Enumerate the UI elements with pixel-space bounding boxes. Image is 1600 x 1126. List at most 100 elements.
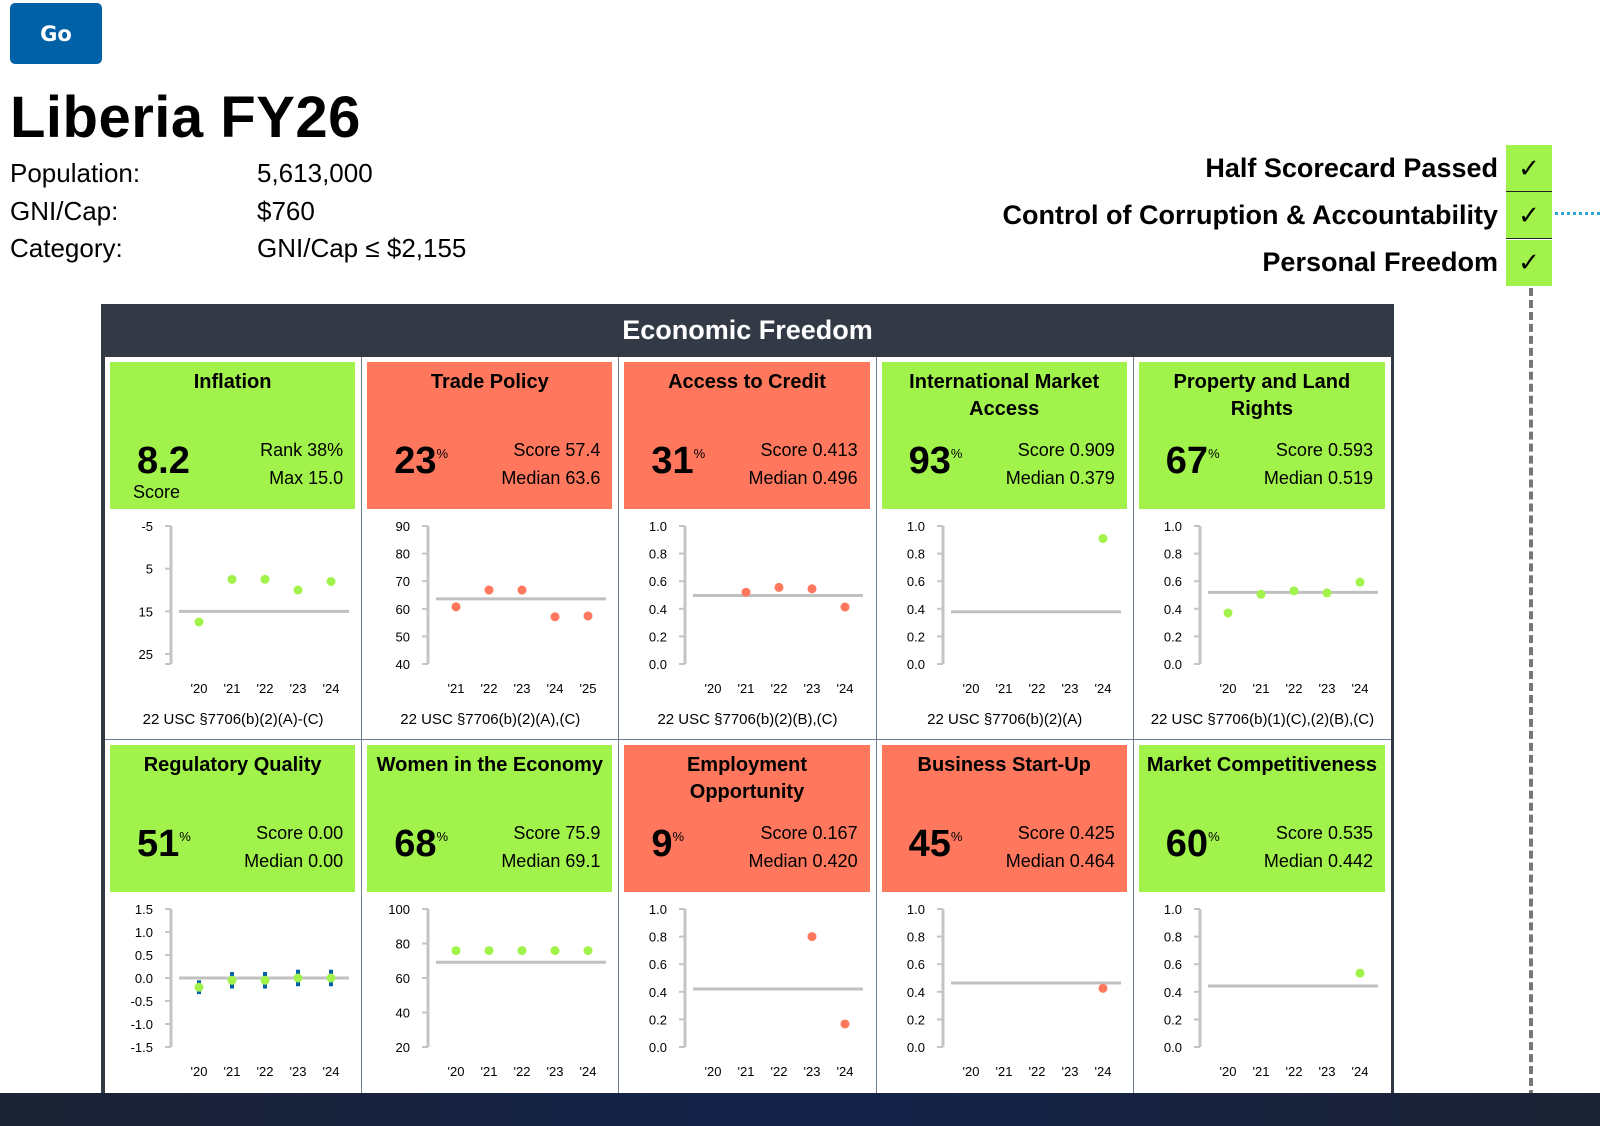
y-tick-label: -1.0 xyxy=(131,1017,153,1032)
y-tick-label: 0.4 xyxy=(1164,602,1182,617)
indicator-title: International Market Access xyxy=(909,371,1100,420)
indicator-median: Median 0.420 xyxy=(748,851,858,871)
indicator-title: Market Competitiveness xyxy=(1146,754,1377,776)
indicator-median: Max 15.0 xyxy=(269,468,344,488)
y-tick-label: 0.8 xyxy=(649,930,667,945)
y-tick-label: 0.8 xyxy=(1164,930,1182,945)
y-tick-label: 1.0 xyxy=(1164,519,1182,534)
x-tick-label: '20 xyxy=(962,1064,979,1079)
taskbar xyxy=(0,1093,1600,1126)
y-tick-label: 40 xyxy=(396,657,410,672)
indicator-card[interactable]: Inflation 8.2 Score Rank 38% Max 15.0 xyxy=(110,362,356,509)
go-button[interactable]: Go xyxy=(10,3,102,64)
y-tick-label: 1.0 xyxy=(135,925,153,940)
y-tick-label: 0.4 xyxy=(1164,985,1182,1000)
y-tick-label: 90 xyxy=(396,519,410,534)
x-tick-label: '22 xyxy=(257,681,274,696)
x-tick-label: '24 xyxy=(323,681,340,696)
data-point xyxy=(840,602,850,612)
y-tick-label: 50 xyxy=(396,629,410,644)
indicator-card[interactable]: Market Competitiveness 60% Score 0.535 M… xyxy=(1138,745,1385,892)
y-tick-label: 0.2 xyxy=(907,1012,925,1027)
connector-dotted-line xyxy=(1555,212,1600,215)
indicator-business-start-up: Business Start-Up 45% Score 0.425 Median… xyxy=(876,740,1134,1123)
info-row-population: Population: 5,613,000 xyxy=(10,158,466,196)
y-tick-label: 1.0 xyxy=(649,902,667,917)
x-tick-label: '22 xyxy=(481,681,498,696)
indicator-score: Score 0.00 xyxy=(256,823,344,843)
x-tick-label: '20 xyxy=(705,1064,722,1079)
y-tick-label: 60 xyxy=(396,602,410,617)
y-tick-label: 0.0 xyxy=(1164,657,1182,672)
y-tick-label: 1.0 xyxy=(1164,902,1182,917)
indicator-card[interactable]: Business Start-Up 45% Score 0.425 Median… xyxy=(881,745,1127,892)
data-point xyxy=(293,585,303,595)
x-tick-label: '23 xyxy=(290,1064,307,1079)
x-tick-label: '22 xyxy=(1285,681,1302,696)
indicator-median: Median 0.00 xyxy=(244,851,344,871)
percentile-value: 8.2 xyxy=(137,440,190,482)
data-point xyxy=(1223,608,1233,618)
indicator-card[interactable]: Trade Policy 23% Score 57.4 Median 63.6 xyxy=(367,362,613,509)
indicator-chart: 0.0 0.2 0.4 0.6 0.8 1.0 '20 '21 '22 '23 '24 xyxy=(649,519,864,696)
indicator-chart: 0.0 0.2 0.4 0.6 0.8 1.0 '20 '21 '22 '23 '24 xyxy=(649,902,864,1079)
indicator-card[interactable]: Women in the Economy 68% Score 75.9 Medi… xyxy=(367,745,613,892)
y-tick-label: 1.0 xyxy=(907,519,925,534)
indicator-card[interactable]: Access to Credit 31% Score 0.413 Median … xyxy=(624,362,870,509)
indicator-employment-opportunity: Employment Opportunity 9% Score 0.167 Me… xyxy=(619,740,877,1123)
x-tick-label: '24 xyxy=(837,1064,854,1079)
data-point xyxy=(550,612,560,622)
percent-sign: % xyxy=(436,446,449,461)
y-tick-label: 0.2 xyxy=(649,1012,667,1027)
indicator-card[interactable]: International Market Access 93% Score 0.… xyxy=(881,362,1127,509)
check-label: Personal Freedom xyxy=(1262,247,1498,277)
indicator-card[interactable]: Employment Opportunity 9% Score 0.167 Me… xyxy=(624,745,870,892)
indicator-percentile: 9% xyxy=(651,823,684,866)
check-corruption: Control of Corruption & Accountability ✓ xyxy=(1003,192,1552,239)
indicator-score: Score 0.593 xyxy=(1275,440,1373,460)
indicator-percentile: 67% xyxy=(1166,440,1220,483)
indicator-percentile: 68% xyxy=(394,823,448,866)
percent-sign: % xyxy=(950,829,963,844)
data-point xyxy=(484,946,494,956)
y-tick-label: -5 xyxy=(141,519,153,534)
indicator-median: Median 0.496 xyxy=(748,468,858,488)
check-label: Half Scorecard Passed xyxy=(1205,153,1498,183)
indicator-score: Score 0.167 xyxy=(760,823,858,843)
data-point xyxy=(741,587,751,597)
check-personal-freedom: Personal Freedom ✓ xyxy=(1003,239,1552,286)
indicator-card[interactable]: Regulatory Quality 51% Score 0.00 Median… xyxy=(110,745,356,892)
page-title: Liberia FY26 xyxy=(10,85,361,150)
y-tick-label: 1.5 xyxy=(135,902,153,917)
data-point xyxy=(807,584,817,594)
percentile-value: 45 xyxy=(908,823,951,865)
indicator-chart: 0.0 0.2 0.4 0.6 0.8 1.0 '20 '21 '22 '23 '24 xyxy=(907,902,1121,1079)
data-point xyxy=(583,946,593,956)
x-tick-label: '21 xyxy=(995,1064,1012,1079)
indicator-title: Women in the Economy xyxy=(376,754,603,776)
y-tick-label: 0.2 xyxy=(1164,629,1182,644)
indicator-median: Median 0.442 xyxy=(1263,851,1373,871)
x-tick-label: '22 xyxy=(514,1064,531,1079)
x-tick-label: '23 xyxy=(804,681,821,696)
percent-sign: % xyxy=(672,829,685,844)
data-point xyxy=(550,946,560,956)
y-tick-label: 0.0 xyxy=(907,1040,925,1055)
x-tick-label: '20 xyxy=(705,681,722,696)
y-tick-label: 0.6 xyxy=(1164,957,1182,972)
data-point xyxy=(1355,577,1365,587)
indicator-chart: 0.0 0.2 0.4 0.6 0.8 1.0 '20 '21 '22 '23 '24 xyxy=(907,519,1121,696)
indicator-card[interactable]: Property and Land Rights 67% Score 0.593… xyxy=(1138,362,1385,509)
indicator-median: Median 63.6 xyxy=(501,468,601,488)
indicator-chart: 40 50 60 70 80 90 '21 '22 '23 '24 '25 xyxy=(396,519,607,696)
indicator-title: Inflation xyxy=(193,371,272,393)
indicator-percentile: 93% xyxy=(909,440,963,483)
x-tick-label: '21 xyxy=(738,1064,755,1079)
indicator-chart: 20 40 60 80 100 '20 '21 '22 '23 '24 xyxy=(388,902,607,1079)
indicator-score: Score 75.9 xyxy=(513,823,601,843)
x-tick-label: '23 xyxy=(1061,1064,1078,1079)
hurdle-checks: Half Scorecard Passed ✓ Control of Corru… xyxy=(1003,145,1552,286)
legal-citation: 22 USC §7706(b)(2)(A),(C) xyxy=(400,711,581,728)
x-tick-label: '24 xyxy=(837,681,854,696)
data-point xyxy=(293,973,303,983)
